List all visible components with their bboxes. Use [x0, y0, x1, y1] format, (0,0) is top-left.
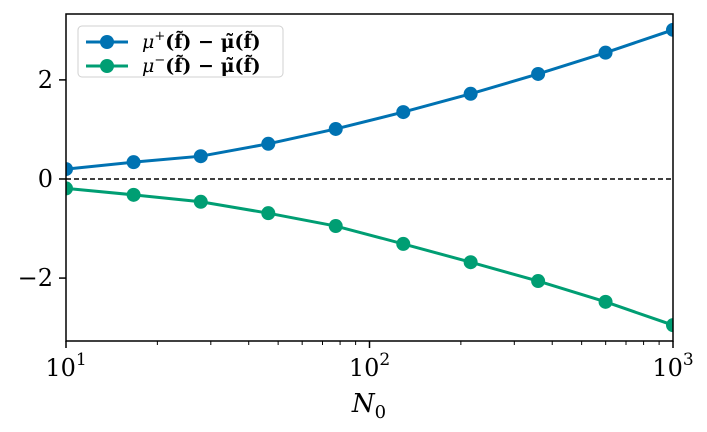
data-point	[463, 86, 478, 101]
data-point	[598, 45, 613, 60]
data-point	[396, 236, 411, 251]
plot-area	[65, 13, 674, 342]
data-point	[666, 318, 673, 333]
legend-marker	[100, 59, 114, 73]
data-point	[328, 219, 343, 234]
data-point	[66, 162, 73, 177]
legend-marker	[100, 35, 114, 49]
legend-entry: μ−(f̃) − μ̃(f̃)	[86, 53, 261, 77]
y-tick-label: −2	[18, 264, 53, 292]
data-point	[193, 149, 208, 164]
data-point	[666, 22, 673, 37]
x-tick-label: 102	[349, 350, 390, 382]
data-point	[531, 66, 546, 81]
data-point	[261, 206, 276, 221]
series-line	[66, 186, 673, 327]
legend-entry: μ+(f̃) − μ̃(f̃)	[86, 29, 261, 53]
series-mu-minus	[66, 181, 673, 333]
x-tick-label: 103	[652, 350, 693, 382]
data-point	[328, 121, 343, 136]
legend-label: μ+(f̃) − μ̃(f̃)	[142, 29, 261, 53]
legend-label: μ−(f̃) − μ̃(f̃)	[142, 53, 261, 77]
data-point	[598, 294, 613, 309]
y-tick-label: 2	[38, 66, 53, 94]
y-tick-label: 0	[38, 165, 53, 193]
data-point	[531, 274, 546, 289]
x-tick-label: 101	[45, 350, 86, 382]
series-line	[66, 28, 673, 171]
data-point	[463, 255, 478, 270]
y-axis: 2 0 −2	[18, 66, 66, 292]
data-point	[126, 187, 141, 202]
data-point	[66, 181, 73, 196]
x-axis: 101 102 103	[45, 341, 694, 382]
data-point	[261, 136, 276, 151]
series-mu-plus	[66, 22, 673, 177]
x-axis-label: N0	[351, 389, 386, 423]
legend-box	[77, 25, 284, 78]
data-point	[126, 155, 141, 170]
data-point	[396, 105, 411, 120]
legend: μ+(f̃) − μ̃(f̃)μ−(f̃) − μ̃(f̃)	[77, 25, 284, 78]
data-point	[193, 194, 208, 209]
